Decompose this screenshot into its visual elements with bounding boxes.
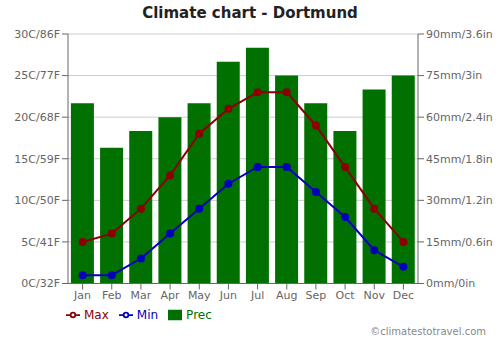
svg-text:Jun: Jun	[219, 289, 237, 302]
svg-text:5C/41F: 5C/41F	[21, 236, 60, 249]
svg-text:30C/86F: 30C/86F	[14, 28, 60, 41]
svg-text:0C/32F: 0C/32F	[21, 277, 60, 290]
svg-text:75mm/3in: 75mm/3in	[426, 69, 482, 82]
svg-text:20C/68F: 20C/68F	[14, 111, 60, 124]
html-text:Max: Max	[84, 307, 109, 322]
svg-text:30mm/1.2in: 30mm/1.2in	[426, 194, 492, 207]
svg-text:Aug: Aug	[276, 289, 297, 302]
svg-text:Jul: Jul	[250, 289, 264, 302]
svg-text:Sep: Sep	[306, 289, 327, 302]
svg-text:Nov: Nov	[364, 289, 386, 302]
svg-text:Feb: Feb	[102, 289, 121, 302]
svg-text:60mm/2.4in: 60mm/2.4in	[426, 111, 492, 124]
html-text:©climatestotravel.com: ©climatestotravel.com	[370, 326, 486, 337]
svg-text:10C/50F: 10C/50F	[14, 194, 60, 207]
svg-text:0mm/0in: 0mm/0in	[426, 277, 475, 290]
svg-text:45mm/1.8in: 45mm/1.8in	[426, 153, 492, 166]
svg-text:Mar: Mar	[131, 289, 152, 302]
svg-text:Dec: Dec	[393, 289, 414, 302]
svg-text:Apr: Apr	[161, 289, 181, 302]
svg-text:Jan: Jan	[73, 289, 91, 302]
svg-text:25C/77F: 25C/77F	[14, 69, 60, 82]
svg-text:Oct: Oct	[336, 289, 356, 302]
html-text:Climate chart - Dortmund: Climate chart - Dortmund	[142, 4, 358, 22]
html-text:Prec: Prec	[186, 307, 212, 322]
svg-text:15C/59F: 15C/59F	[14, 153, 60, 166]
svg-text:May: May	[188, 289, 211, 302]
html-text:Min: Min	[136, 307, 159, 322]
svg-text:90mm/3.6in: 90mm/3.6in	[426, 28, 492, 41]
svg-text:15mm/0.6in: 15mm/0.6in	[426, 236, 492, 249]
